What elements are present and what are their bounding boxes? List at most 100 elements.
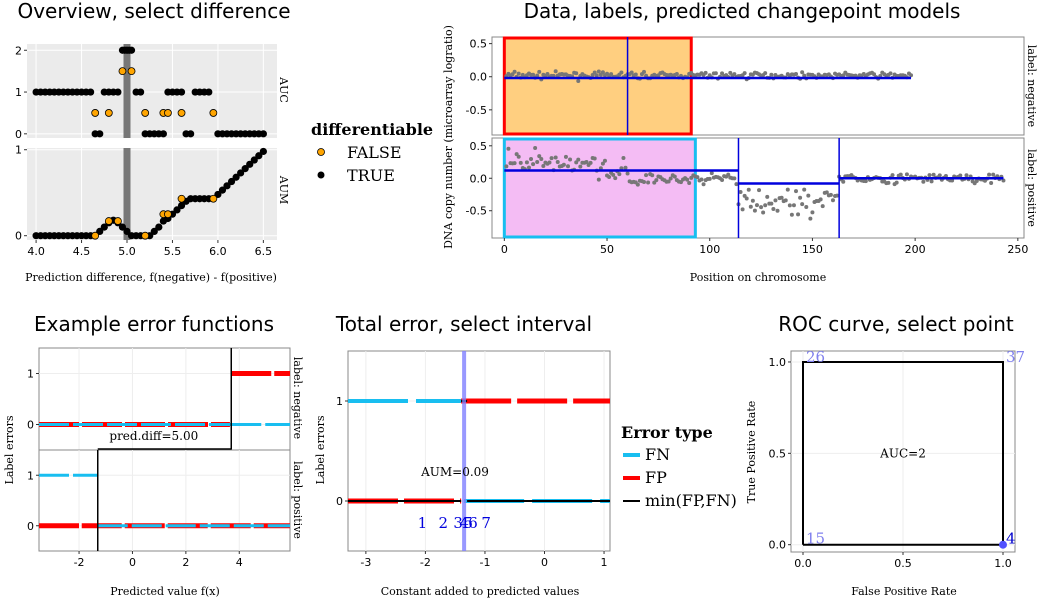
roc-point-label: 37 [1006, 348, 1025, 366]
total-error-xtick-label: -3 [360, 556, 371, 569]
overview-point-true [123, 227, 131, 236]
selected-interval-band [462, 351, 467, 551]
overview-point-true [159, 130, 167, 138]
data-point [518, 160, 523, 165]
data-point [600, 161, 605, 166]
data-point [775, 208, 780, 213]
data-point [927, 173, 932, 178]
roc-xtick-label: 0.5 [894, 557, 912, 570]
total-error-xlabel: Constant added to predicted values [381, 585, 580, 598]
overview-point-false [209, 194, 218, 203]
strip-auc: AUC [277, 76, 290, 103]
error-functions-xlabel: Predicted value f(x) [110, 585, 220, 598]
data-point [566, 164, 570, 169]
total-error-xtick-label: -1 [479, 556, 490, 569]
overview-ytick-label: 0 [15, 128, 22, 141]
interval-label: 5 [464, 514, 474, 532]
data-xtick-label: 150 [802, 243, 823, 256]
data-point [537, 69, 542, 74]
overview-point-false [104, 109, 113, 117]
data-point [531, 162, 536, 167]
interval-label: 4 [459, 514, 469, 532]
data-point [958, 173, 963, 178]
overview-panel-bg [27, 148, 277, 240]
legend-min-label: min(FP,FN) [645, 491, 737, 510]
data-point [713, 71, 718, 76]
overview-point-false [164, 109, 172, 117]
data-point [594, 73, 599, 78]
interval-label: 2 [438, 514, 448, 532]
overview-point-false [209, 109, 218, 117]
positive-label-region [502, 137, 697, 239]
overview-point-false [118, 67, 127, 76]
data-point [650, 173, 655, 178]
interval-label: 7 [481, 514, 491, 532]
data-point [763, 71, 768, 76]
data-point [789, 212, 794, 217]
data-point [695, 175, 700, 180]
pred-diff-annotation: pred.diff=5.00 [109, 429, 198, 443]
total-error-xtick-label: 0 [541, 556, 548, 569]
data-point [818, 197, 823, 202]
data-point [921, 179, 926, 184]
strip-label-positive: label: positive [1025, 149, 1038, 227]
data-point [646, 180, 651, 185]
errfun-xtick-label: -2 [74, 556, 85, 569]
overview-ytick-label: 2 [15, 44, 22, 57]
error-functions-ylabel: Label errors [3, 415, 16, 484]
roc-xtick-label: 0.0 [794, 557, 812, 570]
overview-point-false [164, 210, 172, 219]
data-point [516, 71, 521, 76]
legend-fp-label: FP [645, 468, 667, 487]
strip-aum: AUM [277, 175, 290, 204]
data-point [909, 73, 914, 78]
overview-point-true [259, 130, 267, 138]
data-point [504, 164, 509, 169]
roc-ytick-label: 1.0 [769, 356, 787, 369]
overview-point-false [114, 217, 122, 225]
data-point [549, 156, 554, 161]
data-point [555, 159, 560, 164]
data-point [794, 72, 798, 77]
overview-point-false [177, 109, 186, 117]
interval-label: 3 [453, 514, 463, 532]
overview-point-true [118, 223, 127, 231]
data-point [732, 176, 737, 181]
overview-point-false [91, 231, 100, 240]
data-point [798, 195, 803, 200]
data-point [531, 72, 536, 77]
data-point [623, 165, 628, 170]
overview-point-false [104, 217, 113, 225]
data-point [592, 70, 597, 75]
legend-fn-label: FN [645, 445, 670, 464]
data-point [931, 172, 936, 177]
overview-point-true [246, 160, 254, 168]
roc-selected-point [999, 540, 1007, 549]
overview-ytick-label: 0 [15, 230, 22, 243]
roc-xlabel: False Positive Rate [851, 585, 957, 598]
data-point [553, 69, 558, 74]
negative-label-region [502, 36, 693, 136]
data-point [744, 196, 749, 201]
data-point [987, 172, 992, 177]
legend-false-label: FALSE [347, 143, 402, 162]
data-point [529, 157, 534, 162]
data-point [561, 162, 566, 167]
data-point [533, 146, 538, 151]
strip-errfun-positive: label: positive [291, 461, 304, 539]
total-error-xtick-label: -2 [420, 556, 431, 569]
data-point [886, 180, 891, 185]
errfun-panel-frame [38, 347, 291, 451]
data-point [588, 160, 593, 165]
data-point [769, 72, 774, 77]
overview-xtick-label: 4.0 [27, 245, 45, 258]
total-error-ytick-label: 0 [336, 495, 343, 508]
roc-point-label: 15 [806, 530, 825, 548]
errfun-xtick-label: 4 [236, 556, 243, 569]
data-point [835, 193, 840, 198]
data-ytick-label: 0.5 [470, 38, 488, 51]
data-title: Data, labels, predicted changepoint mode… [524, 0, 961, 23]
roc-ytick-label: 0.5 [769, 447, 787, 460]
overview-xlabel: Prediction difference, f(negative) - f(p… [25, 271, 277, 284]
data-point [642, 180, 646, 185]
